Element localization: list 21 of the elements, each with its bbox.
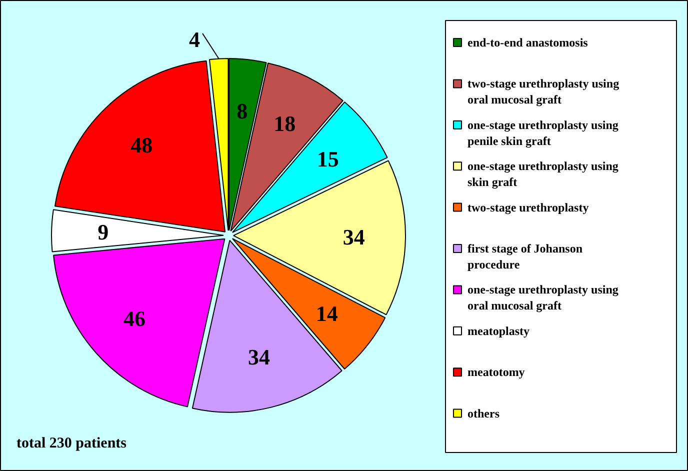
legend-label: one-stage urethroplasty using penile skin graft [468, 118, 618, 148]
data-label: 14 [316, 300, 338, 326]
text: total 230 patients [16, 436, 127, 452]
legend-label: two-stage urethroplasty [468, 200, 589, 214]
data-label: 34 [248, 344, 270, 370]
legend-label: first stage of Johanson procedure [468, 242, 583, 272]
legend-label: others [468, 406, 500, 420]
data-label: 9 [98, 220, 109, 245]
data-label: 8 [236, 98, 248, 124]
data-label: 46 [124, 306, 146, 332]
data-label: 34 [342, 224, 365, 250]
data-label: 15 [316, 146, 339, 172]
legend-label: end-to-end anastomosis [468, 36, 588, 50]
legend-label: one-stage urethroplasty using oral mucosal graft [468, 282, 618, 313]
legend-label: meatotomy [468, 365, 525, 380]
data-label: 4 [189, 26, 200, 52]
data-label: 18 [274, 110, 296, 136]
legend-label: meatoplasty [468, 324, 530, 338]
legend-label: two-stage urethroplasty using oral mucosal graft [468, 76, 620, 107]
data-label: 48 [130, 132, 153, 158]
legend-label: one-stage urethroplasty using skin graft [468, 159, 618, 190]
